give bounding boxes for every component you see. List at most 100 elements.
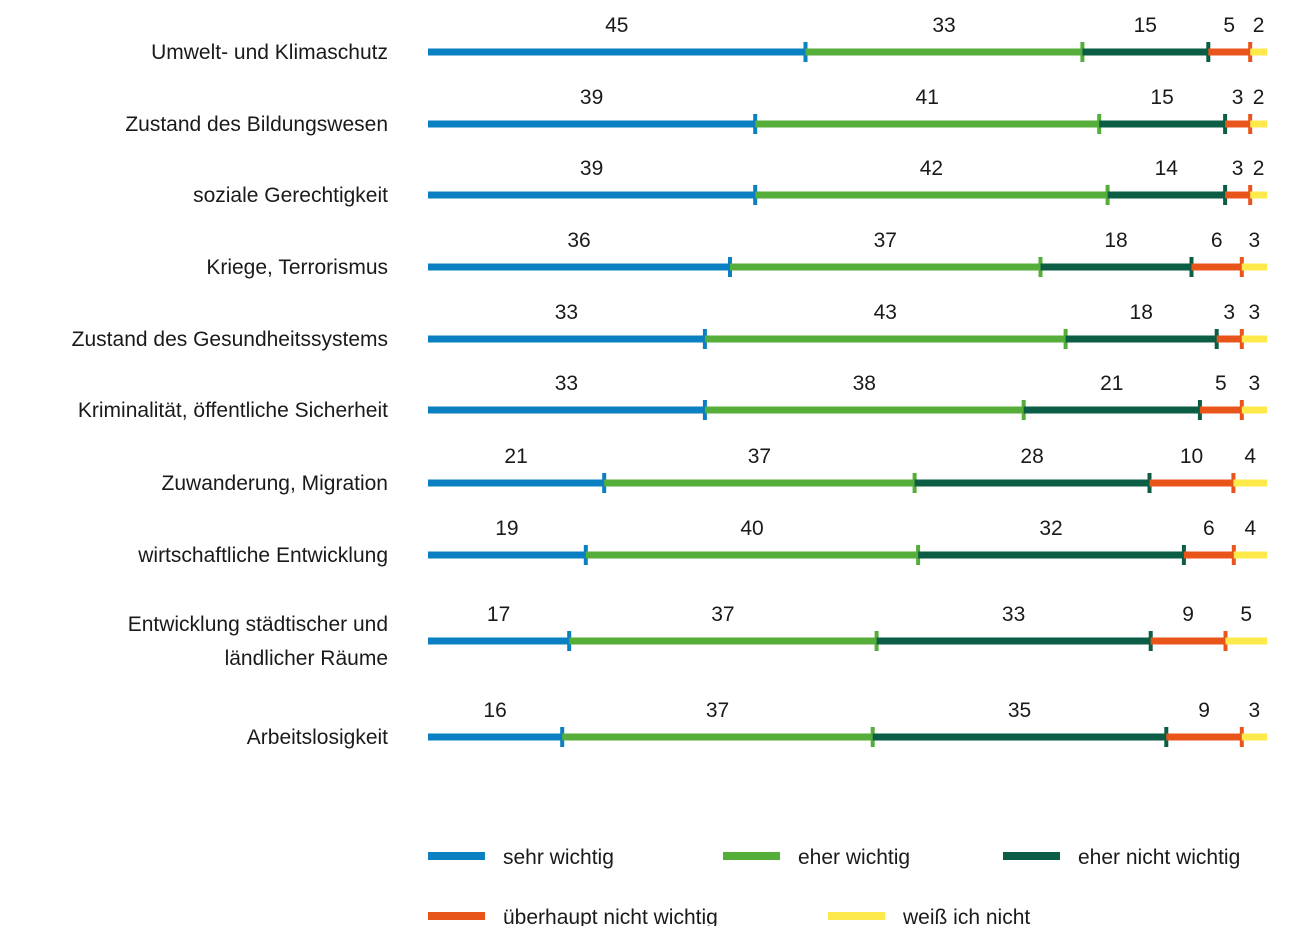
data-label: 36 — [567, 229, 590, 252]
data-label: 18 — [1104, 229, 1127, 252]
bar-segment — [428, 637, 570, 645]
data-label: 37 — [874, 229, 897, 252]
bar-row: Entwicklung städtischer und ländlicher Rä… — [128, 603, 1267, 670]
bar-segment — [918, 551, 1184, 559]
legend-label: eher nicht wichtig — [1078, 846, 1240, 869]
category-label: Kriminalität, öffentliche Sicherheit — [78, 399, 388, 422]
data-label: 35 — [1008, 699, 1031, 722]
data-label: 21 — [1100, 372, 1123, 395]
data-label: 9 — [1182, 603, 1194, 626]
data-label: 3 — [1232, 157, 1244, 180]
data-label: 15 — [1134, 14, 1157, 37]
data-label: 39 — [580, 157, 603, 180]
bar-segment — [1149, 479, 1234, 487]
data-label: 4 — [1244, 445, 1256, 468]
bar-segment — [805, 48, 1083, 56]
data-label: 3 — [1232, 86, 1244, 109]
segment-end-tick — [1021, 400, 1026, 420]
bar-segment — [755, 191, 1108, 199]
legend-swatch — [428, 912, 485, 920]
category-label: Arbeitslosigkeit — [247, 726, 388, 749]
bar-segment — [428, 733, 563, 741]
bar-segment — [704, 335, 1066, 343]
bar-segment — [1040, 263, 1192, 271]
data-label: 21 — [504, 445, 527, 468]
legend-item: eher wichtig — [723, 846, 910, 869]
bar-segment — [428, 263, 730, 271]
data-label: 9 — [1198, 699, 1210, 722]
bar-segment — [1082, 48, 1209, 56]
data-label: 17 — [487, 603, 510, 626]
data-label: 45 — [605, 14, 628, 37]
bar-segment — [428, 335, 705, 343]
legend: sehr wichtig eher wichtig eher nicht wicht… — [428, 846, 1240, 926]
data-label: 38 — [853, 372, 876, 395]
data-label: 39 — [580, 86, 603, 109]
bar-segment — [1208, 48, 1251, 56]
bar-segment — [1191, 263, 1242, 271]
bar-segment — [755, 120, 1100, 128]
bar-segment — [1241, 335, 1267, 343]
data-label: 33 — [555, 301, 578, 324]
data-label: 41 — [916, 86, 939, 109]
bar-row: Zustand des Gesundheitssystems 33 43 18 3 3 — [72, 301, 1267, 351]
data-label: 6 — [1211, 229, 1223, 252]
data-label: 28 — [1020, 445, 1043, 468]
bar-segment — [428, 48, 806, 56]
category-label: Umwelt- und Klimaschutz — [151, 41, 388, 64]
bar-segment — [1107, 191, 1226, 199]
bar-segment — [1023, 406, 1200, 414]
legend-swatch — [828, 912, 885, 920]
data-label: 33 — [555, 372, 578, 395]
bar-segment — [1225, 120, 1251, 128]
data-label: 37 — [711, 603, 734, 626]
legend-swatch — [428, 852, 485, 860]
data-label: 14 — [1155, 157, 1179, 180]
bar-segment — [1099, 120, 1226, 128]
bar-segment — [1241, 733, 1267, 741]
bar-segment — [1225, 191, 1251, 199]
data-label: 3 — [1223, 301, 1235, 324]
bar-row: Zustand des Bildungswesen 39 41 15 3 2 — [125, 86, 1267, 136]
data-label: 4 — [1245, 517, 1257, 540]
bar-segment — [428, 120, 756, 128]
category-label: Zustand des Bildungswesen — [125, 113, 388, 136]
data-label: 33 — [932, 14, 955, 37]
bar-segment — [876, 637, 1151, 645]
data-label: 43 — [874, 301, 897, 324]
bar-segment — [1250, 120, 1267, 128]
data-label: 6 — [1203, 517, 1215, 540]
bar-segment — [428, 406, 705, 414]
bar-segment — [1166, 733, 1242, 741]
data-label: 18 — [1130, 301, 1153, 324]
bar-segment — [428, 479, 605, 487]
bar-segment — [1241, 406, 1267, 414]
bar-segment — [428, 191, 756, 199]
bar-segment — [1250, 191, 1267, 199]
legend-swatch — [723, 852, 780, 860]
legend-item: sehr wichtig — [428, 846, 614, 869]
bar-segment — [1199, 406, 1242, 414]
bar-segment — [604, 479, 915, 487]
data-label: 2 — [1253, 157, 1265, 180]
bar-row: Zuwanderung, Migration 21 37 28 10 4 — [162, 445, 1267, 495]
data-label: 2 — [1253, 14, 1265, 37]
bar-segment — [1065, 335, 1217, 343]
data-label: 3 — [1249, 229, 1261, 252]
bar-segment — [1216, 335, 1242, 343]
data-label: 33 — [1002, 603, 1025, 626]
category-label: Zustand des Gesundheitssystems — [72, 328, 388, 351]
legend-label: eher wichtig — [798, 846, 910, 869]
data-label: 32 — [1039, 517, 1062, 540]
bar-segment — [1250, 48, 1267, 56]
legend-swatch — [1003, 852, 1060, 860]
bar-segment — [1241, 263, 1267, 271]
data-label: 5 — [1223, 14, 1235, 37]
data-label: 3 — [1249, 372, 1261, 395]
bar-segment — [1225, 637, 1267, 645]
data-label: 10 — [1180, 445, 1203, 468]
legend-item: eher nicht wichtig — [1003, 846, 1240, 869]
bar-segment — [428, 551, 586, 559]
data-label: 37 — [706, 699, 729, 722]
